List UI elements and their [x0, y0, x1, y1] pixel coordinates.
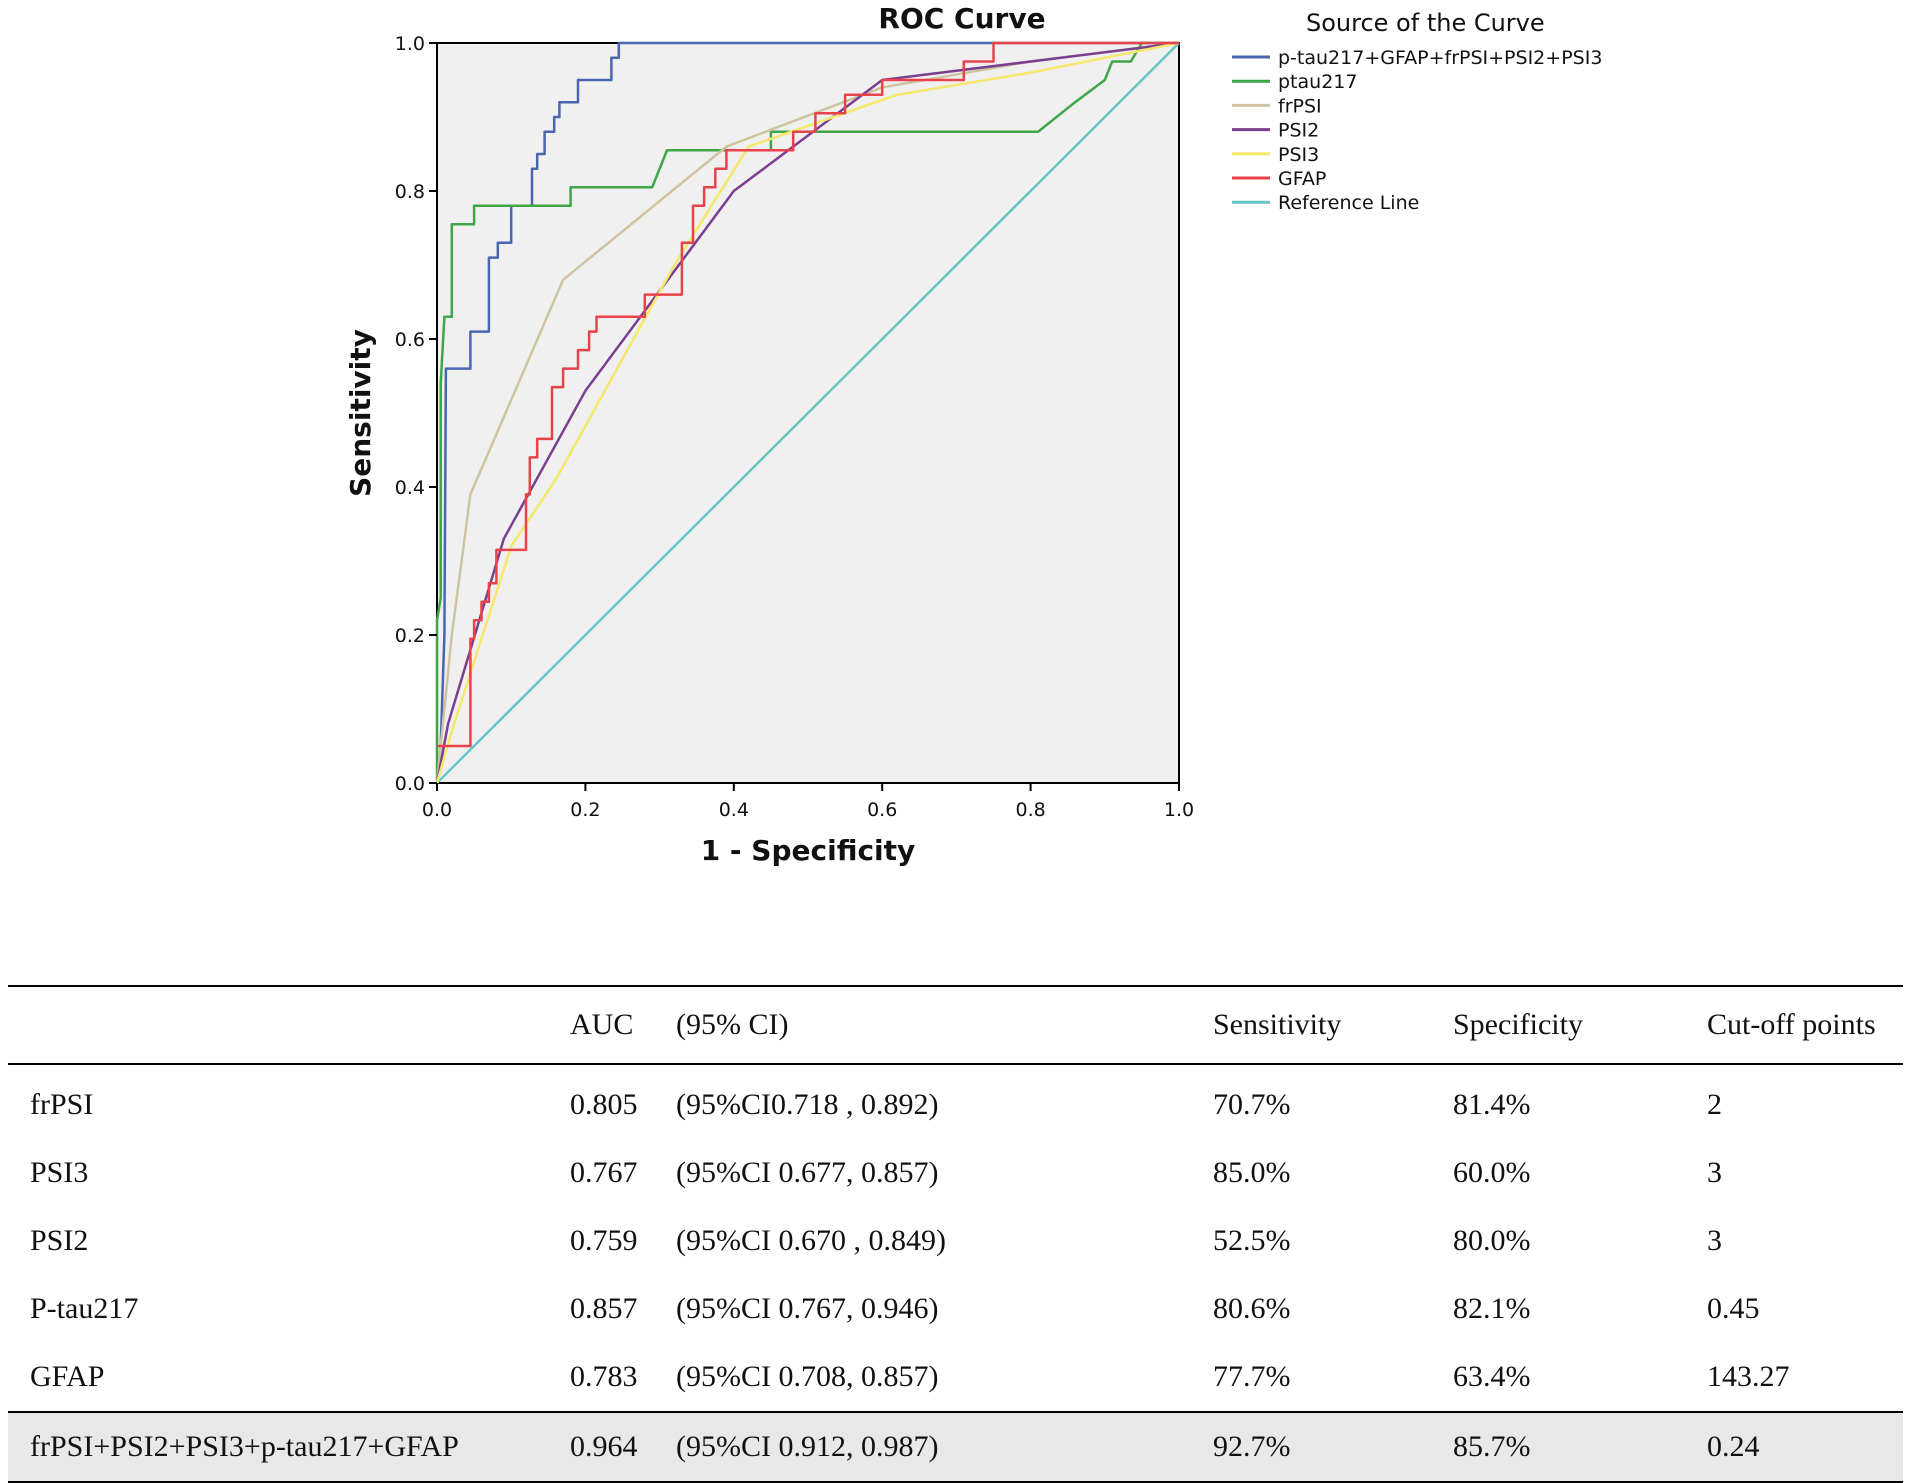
header-specificity: Specificity — [1453, 1008, 1583, 1041]
header-ci: (95% CI) — [676, 1008, 789, 1041]
chart-title: ROC Curve — [878, 2, 1045, 35]
cell-name: P-tau217 — [30, 1292, 139, 1325]
table-header-row: AUC (95% CI) Sensitivity Specificity Cut… — [8, 986, 1903, 1064]
cell-cutoff: 0.45 — [1707, 1292, 1760, 1325]
x-tick-label: 1.0 — [1164, 799, 1194, 821]
axes-layer: 0.0 0.2 0.4 0.6 0.8 1.0 0.0 0.2 0.4 0.6 0.8 1.0 — [395, 33, 1194, 821]
cell-sensitivity: 52.5% — [1213, 1224, 1291, 1257]
x-tick-label: 0.6 — [867, 799, 897, 821]
y-axis-label: Sensitivity — [344, 329, 377, 497]
cell-cutoff: 0.24 — [1707, 1430, 1760, 1463]
cell-cutoff: 2 — [1707, 1088, 1722, 1121]
cell-auc: 0.759 — [570, 1224, 638, 1257]
legend-label-psi2: PSI2 — [1278, 120, 1319, 142]
table-row: P-tau217 0.857 (95%CI 0.767, 0.946) 80.6… — [8, 1275, 1903, 1343]
cell-auc: 0.783 — [570, 1360, 638, 1393]
header-sensitivity: Sensitivity — [1213, 1008, 1342, 1041]
table-row-combined: frPSI+PSI2+PSI3+p-tau217+GFAP 0.964 (95%… — [8, 1412, 1903, 1482]
x-tick-label: 0.8 — [1015, 799, 1045, 821]
legend-label-ptau217: ptau217 — [1278, 71, 1357, 93]
header-name — [8, 986, 570, 1064]
x-tick-label: 0.0 — [422, 799, 452, 821]
cell-specificity: 60.0% — [1453, 1156, 1531, 1189]
cell-cutoff: 3 — [1707, 1156, 1722, 1189]
cell-ci: (95%CI0.718 , 0.892) — [676, 1088, 939, 1121]
table-row: PSI3 0.767 (95%CI 0.677, 0.857) 85.0% 60… — [8, 1139, 1903, 1207]
y-tick-label: 0.4 — [395, 477, 425, 499]
curve-layer — [435, 41, 1180, 784]
cell-specificity: 81.4% — [1453, 1088, 1531, 1121]
x-tick-label: 0.4 — [719, 799, 749, 821]
cell-auc: 0.767 — [570, 1156, 638, 1189]
legend: Source of the Curve p-tau217+GFAP+frPSI+… — [1232, 9, 1602, 214]
cell-specificity: 80.0% — [1453, 1224, 1531, 1257]
cell-sensitivity: 70.7% — [1213, 1088, 1291, 1121]
cell-specificity: 85.7% — [1453, 1430, 1531, 1463]
cell-sensitivity: 85.0% — [1213, 1156, 1291, 1189]
y-tick-label: 0.2 — [395, 625, 425, 647]
cell-ci: (95%CI 0.677, 0.857) — [676, 1156, 939, 1189]
legend-label-p-tau217-gfap-frpsi-psi2-psi3: p-tau217+GFAP+frPSI+PSI2+PSI3 — [1278, 47, 1602, 69]
cell-auc: 0.857 — [570, 1292, 638, 1325]
cell-ci: (95%CI 0.670 , 0.849) — [676, 1224, 946, 1257]
cell-cutoff: 143.27 — [1707, 1360, 1790, 1393]
series-line-reference-line — [436, 42, 1180, 784]
header-cutoff: Cut-off points — [1707, 1008, 1876, 1041]
legend-label-gfap: GFAP — [1278, 168, 1326, 190]
results-table-container: AUC (95% CI) Sensitivity Specificity Cut… — [8, 985, 1903, 1483]
series-line-p-tau217-gfap-frpsi-psi2-psi3 — [435, 41, 1179, 784]
series-line-ptau217 — [435, 41, 1179, 783]
cell-sensitivity: 77.7% — [1213, 1360, 1291, 1393]
x-axis-label: 1 - Specificity — [701, 834, 916, 867]
table-row: PSI2 0.759 (95%CI 0.670 , 0.849) 52.5% 8… — [8, 1207, 1903, 1275]
legend-label-frpsi: frPSI — [1278, 95, 1322, 117]
y-tick-label: 0.0 — [395, 773, 425, 795]
cell-name: PSI2 — [30, 1224, 89, 1257]
cell-name: PSI3 — [30, 1156, 89, 1189]
cell-name: GFAP — [30, 1360, 105, 1393]
cell-auc: 0.964 — [570, 1430, 638, 1463]
cell-specificity: 63.4% — [1453, 1360, 1531, 1393]
cell-ci: (95%CI 0.708, 0.857) — [676, 1360, 939, 1393]
table-row: frPSI 0.805 (95%CI0.718 , 0.892) 70.7% 8… — [8, 1064, 1903, 1139]
legend-label-reference-line: Reference Line — [1278, 192, 1419, 214]
x-tick-label: 0.2 — [570, 799, 600, 821]
cell-cutoff: 3 — [1707, 1224, 1722, 1257]
cell-ci: (95%CI 0.912, 0.987) — [676, 1430, 939, 1463]
table-row: GFAP 0.783 (95%CI 0.708, 0.857) 77.7% 63… — [8, 1343, 1903, 1412]
cell-name: frPSI+PSI2+PSI3+p-tau217+GFAP — [30, 1430, 459, 1463]
y-tick-label: 1.0 — [395, 33, 425, 55]
roc-chart: 0.0 0.2 0.4 0.6 0.8 1.0 0.0 0.2 0.4 0.6 0.8 1.0 ROC… — [344, 2, 1602, 867]
cell-auc: 0.805 — [570, 1088, 638, 1121]
cell-specificity: 82.1% — [1453, 1292, 1531, 1325]
series-line-gfap — [437, 41, 1179, 748]
y-tick-label: 0.6 — [395, 329, 425, 351]
cell-sensitivity: 80.6% — [1213, 1292, 1291, 1325]
legend-label-psi3: PSI3 — [1278, 144, 1319, 166]
results-table: AUC (95% CI) Sensitivity Specificity Cut… — [8, 985, 1903, 1483]
y-tick-label: 0.8 — [395, 181, 425, 203]
cell-sensitivity: 92.7% — [1213, 1430, 1291, 1463]
cell-name: frPSI — [30, 1088, 94, 1121]
legend-title: Source of the Curve — [1306, 9, 1545, 37]
cell-ci: (95%CI 0.767, 0.946) — [676, 1292, 939, 1325]
header-auc: AUC — [570, 1008, 634, 1041]
